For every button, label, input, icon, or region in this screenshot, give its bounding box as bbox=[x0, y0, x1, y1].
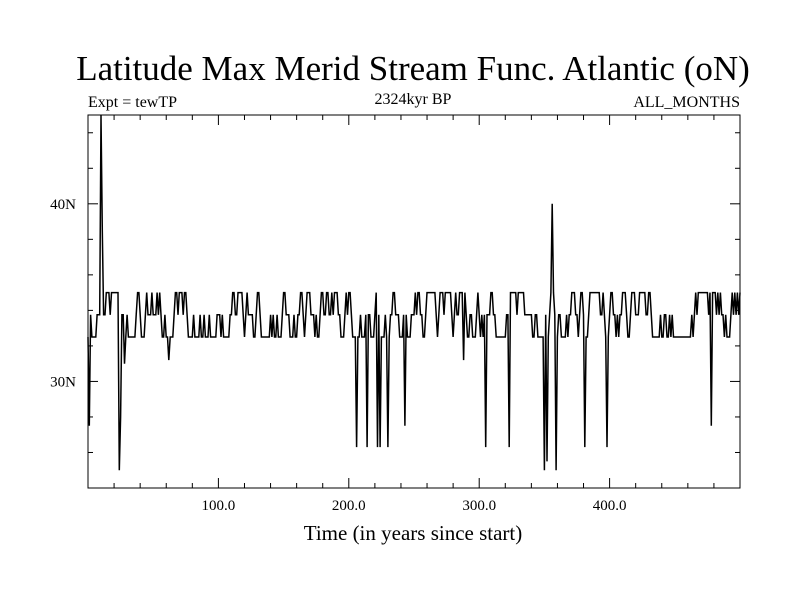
axis-ticks bbox=[88, 115, 740, 488]
series-line bbox=[87, 114, 741, 471]
x-tick-label: 400.0 bbox=[593, 498, 627, 514]
subtitle-center: 2324kyr BP bbox=[375, 91, 452, 108]
subtitle-right: ALL_MONTHS bbox=[633, 94, 740, 111]
x-axis-title: Time (in years since start) bbox=[304, 521, 523, 545]
subtitle-left: Expt = tewTP bbox=[88, 94, 177, 111]
y-tick-label: 30N bbox=[50, 374, 76, 390]
y-tick-label: 40N bbox=[50, 197, 76, 213]
chart-title: Latitude Max Merid Stream Func. Atlantic… bbox=[76, 49, 750, 88]
x-tick-label: 200.0 bbox=[332, 498, 366, 514]
x-tick-label: 300.0 bbox=[462, 498, 496, 514]
x-tick-label: 100.0 bbox=[202, 498, 236, 514]
axis-tick-labels: 100.0 200.0 300.0 400.0 30N 40N bbox=[50, 197, 626, 514]
